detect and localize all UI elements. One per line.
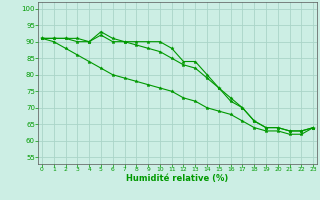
X-axis label: Humidité relative (%): Humidité relative (%) bbox=[126, 174, 229, 183]
